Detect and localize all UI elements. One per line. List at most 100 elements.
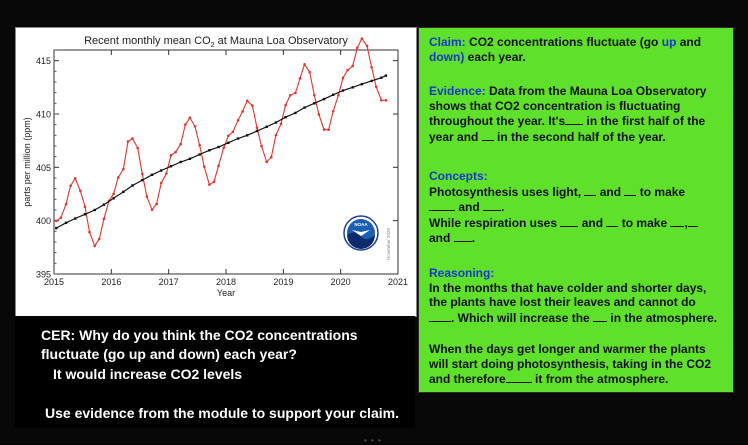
trend-point [74, 217, 77, 220]
chart-title-subscript: 2 [211, 42, 215, 49]
reasoning-blank-1[interactable] [429, 310, 451, 322]
monthly-mean-point [54, 219, 58, 223]
monthly-mean-point [265, 160, 269, 164]
trend-line [56, 75, 387, 229]
monthly-mean-point [365, 44, 369, 48]
monthly-mean-point [102, 217, 106, 221]
concepts-blank-6[interactable] [606, 215, 619, 227]
monthly-mean-point [317, 113, 321, 116]
y-tick-label: 415 [36, 56, 51, 66]
x-tick-label: 2017 [159, 277, 179, 287]
trend-point [188, 157, 192, 160]
monthly-mean-point [193, 125, 197, 128]
noaa-logo-gull [352, 230, 370, 236]
monthly-mean-point [183, 123, 187, 126]
monthly-mean-point [131, 137, 134, 140]
trend-point [341, 89, 345, 92]
trend-point [294, 111, 297, 115]
monthly-mean-point [179, 142, 183, 146]
monthly-mean-point [174, 150, 177, 154]
y-axis-label: parts per million (ppm) [22, 117, 32, 207]
y-tick-label: 410 [36, 110, 51, 120]
monthly-mean-point [255, 126, 259, 130]
x-tick-label: 2016 [101, 277, 121, 287]
trend-point [255, 129, 259, 133]
monthly-mean-point [298, 77, 302, 80]
monthly-mean-point [150, 208, 154, 211]
monthly-mean-point [222, 146, 226, 150]
monthly-mean-point [202, 165, 206, 168]
trend-point [274, 121, 278, 124]
monthly-mean-point [241, 110, 244, 113]
monthly-mean-point [284, 103, 287, 107]
trend-point [227, 141, 230, 144]
reasoning-text-1: In the months that have colder and short… [429, 280, 707, 310]
monthly-mean-point [97, 237, 101, 241]
monthly-mean-point [327, 128, 330, 131]
trend-point [150, 173, 154, 176]
concepts-text-7: and [581, 215, 604, 230]
trend-point [208, 149, 211, 152]
evidence-block: Evidence: Data from the Mauna Loa Observ… [429, 84, 727, 144]
evidence-text-1: Data from the Mauna Loa Observatory show… [429, 84, 707, 128]
concepts-text-3: to make [639, 184, 686, 199]
reasoning-blank-2[interactable] [593, 310, 608, 322]
monthly-mean-point [269, 155, 273, 159]
monthly-mean-point [165, 172, 168, 175]
claim-text-2: and [679, 35, 702, 49]
monthly-mean-point [251, 104, 254, 107]
chart-title-part: at Mauna Loa Observatory [215, 35, 349, 47]
trend-point [198, 153, 201, 156]
concepts-block: Concepts: Photosynthesis uses light, and… [429, 169, 727, 246]
monthly-mean-point [274, 133, 278, 137]
trend-point [284, 116, 287, 119]
monthly-mean-point [217, 164, 220, 168]
monthly-mean-point [69, 184, 72, 187]
reasoning-blank-3[interactable] [505, 371, 532, 383]
claim-down: down) [429, 49, 465, 64]
concepts-blank-4[interactable] [483, 199, 502, 211]
monthly-mean-point [122, 167, 125, 171]
monthly-mean-point [341, 76, 345, 80]
trend-point [246, 134, 249, 137]
concepts-blank-9[interactable] [453, 230, 472, 242]
concepts-text-6: While respiration uses [429, 215, 558, 230]
co2-chart-panel: Recent monthly mean CO2 at Mauna Loa Obs… [15, 27, 417, 317]
monthly-mean-point [188, 116, 192, 120]
trend-point [236, 137, 240, 140]
monthly-mean-point [83, 205, 87, 208]
chart-title-part: Recent monthly mean CO [84, 35, 211, 47]
trend-point [93, 208, 96, 212]
trend-point [360, 82, 364, 86]
evidence-blank-2[interactable] [481, 129, 494, 141]
monthly-mean-point [360, 37, 364, 40]
monthly-mean-point [198, 143, 201, 147]
monthly-mean-point [155, 202, 158, 206]
evidence-text-2: in the first half of the year and [429, 114, 706, 144]
concepts-text-4: and [458, 200, 480, 214]
monthly-mean-line [55, 37, 387, 248]
trend-point [160, 169, 163, 172]
trend-point [141, 178, 144, 182]
monthly-mean-point [145, 195, 149, 198]
monthly-mean-point [59, 216, 63, 219]
concepts-blank-3[interactable] [429, 199, 455, 211]
monthly-mean-point [337, 93, 340, 97]
claim-up: up [661, 35, 677, 49]
concepts-text-1: Photosynthesis uses light, [429, 184, 582, 199]
concepts-blank-1[interactable] [584, 184, 597, 196]
monthly-mean-point [64, 202, 68, 206]
concepts-blank-7[interactable] [670, 215, 685, 227]
evidence-blank-1[interactable] [565, 113, 584, 125]
trend-point [332, 93, 335, 96]
concepts-blank-8[interactable] [687, 215, 698, 227]
noaa-logo-text: NOAA [354, 222, 368, 227]
x-tick-label: 2020 [331, 277, 351, 287]
trend-point [112, 197, 115, 200]
concepts-blank-2[interactable] [624, 184, 637, 196]
trend-point [265, 125, 268, 128]
monthly-mean-point [140, 172, 144, 176]
cer-instruction: Use evidence from the module to support … [45, 405, 399, 421]
concepts-blank-5[interactable] [560, 215, 579, 227]
trend-point [169, 165, 173, 168]
